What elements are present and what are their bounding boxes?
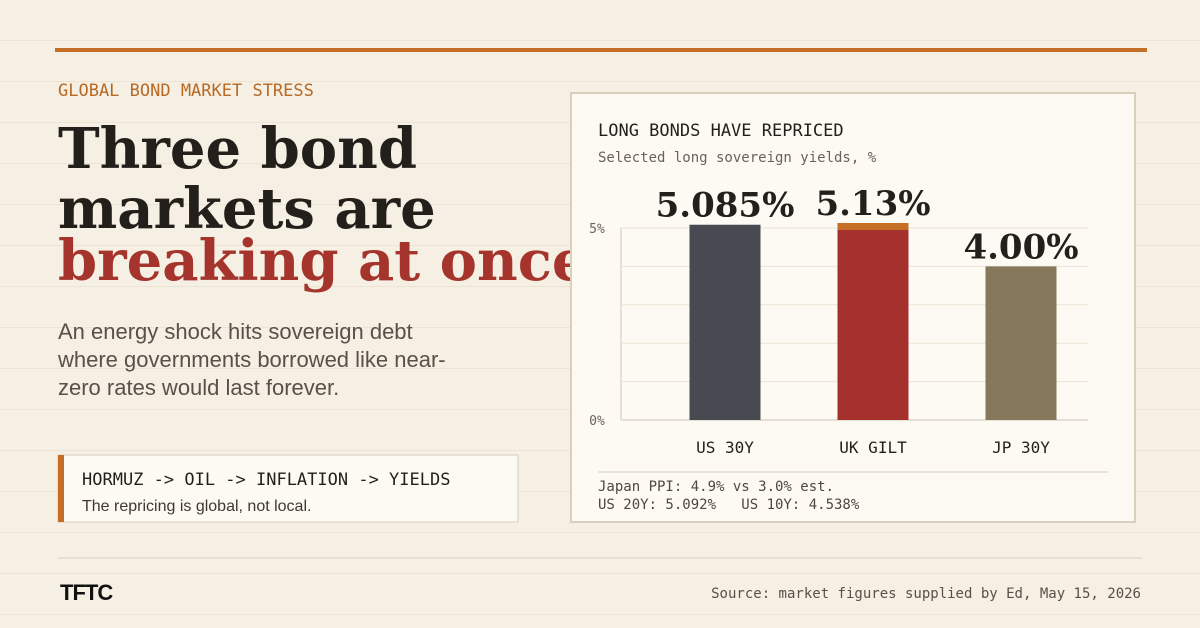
x-tick-label: JP 30Y bbox=[992, 438, 1050, 457]
headline-line: Three bond bbox=[58, 116, 417, 182]
note: Japan PPI: 4.9% vs 3.0% est. bbox=[598, 479, 834, 495]
chart-subtitle: Selected long sovereign yields, % bbox=[598, 150, 877, 166]
headline-line: breaking at once bbox=[58, 228, 587, 294]
bar-cap bbox=[837, 223, 909, 231]
headline-line: markets are bbox=[58, 176, 436, 242]
logo: TFTC bbox=[60, 580, 113, 605]
callout-text: The repricing is global, not local. bbox=[82, 498, 311, 515]
callout-title: HORMUZ -> OIL -> INFLATION -> YIELDS bbox=[82, 470, 450, 490]
value-label: 5.13% bbox=[815, 184, 930, 224]
source: Source: market figures supplied by Ed, M… bbox=[711, 586, 1141, 602]
bar bbox=[985, 266, 1057, 420]
x-tick-label: UK GILT bbox=[839, 438, 907, 457]
top-rule bbox=[55, 48, 1147, 52]
value-label: 4.00% bbox=[963, 227, 1078, 267]
kicker: GLOBAL BOND MARKET STRESS bbox=[58, 81, 314, 101]
note: US 20Y: 5.092% US 10Y: 4.538% bbox=[598, 497, 860, 513]
bar bbox=[837, 223, 909, 420]
y-tick-label: 5% bbox=[589, 222, 605, 237]
bar bbox=[689, 224, 761, 420]
chart-title: LONG BONDS HAVE REPRICED bbox=[598, 121, 844, 141]
value-label: 5.085% bbox=[656, 186, 795, 226]
callout-box bbox=[57, 454, 519, 523]
callout-accent bbox=[58, 455, 64, 522]
subhead: An energy shock hits sovereign debt wher… bbox=[58, 319, 446, 400]
x-tick-label: US 30Y bbox=[696, 438, 754, 457]
y-tick-label: 0% bbox=[589, 414, 605, 429]
